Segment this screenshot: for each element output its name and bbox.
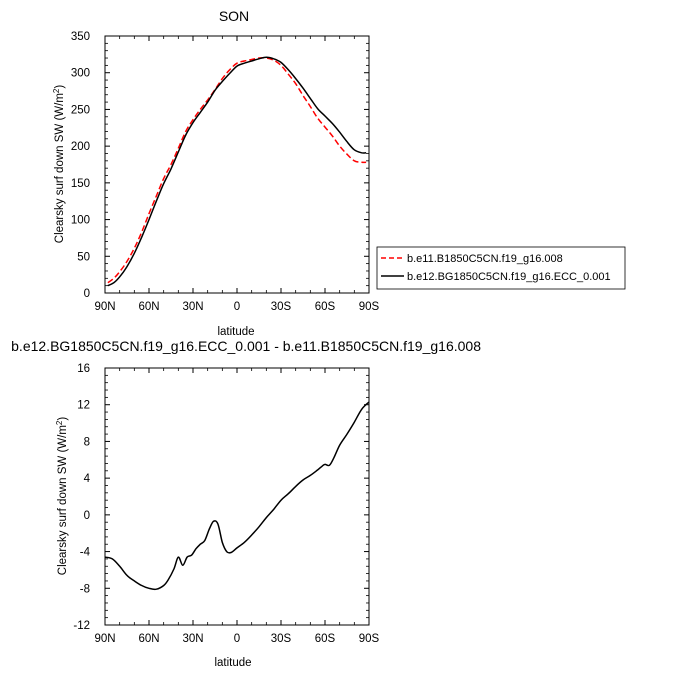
y-tick-label: -4 [80, 547, 91, 559]
bottom-chart-ylabel: Clearsky surf down SW (W/m2) [55, 417, 69, 576]
x-tick-label: 60S [315, 633, 336, 645]
x-tick-label: 30N [182, 633, 203, 645]
legend-label-series-2: b.e12.BG1850C5CN.f19_g16.ECC_0.001 [407, 271, 611, 283]
top-chart-xlabel: latitude [217, 326, 254, 338]
x-tick-label: 60N [138, 633, 159, 645]
y-tick-label: 50 [77, 251, 90, 263]
y-tick-label: 350 [71, 31, 90, 43]
y-tick-label: -8 [80, 583, 90, 595]
x-tick-label: 60S [315, 301, 336, 313]
series-line-1 [107, 57, 367, 284]
y-tick-label: 150 [71, 178, 90, 190]
x-tick-label: 30N [182, 301, 203, 313]
top-chart-ticks: 90N 60N 30N 0 30S 60S 90S 0 50 100 150 200 250 300 350 [71, 31, 380, 313]
bottom-chart-xlabel: latitude [214, 657, 251, 669]
y-tick-label: 12 [77, 400, 90, 412]
bottom-chart-frame [104, 367, 370, 626]
bottom-chart-title: b.e12.BG1850C5CN.f19_g16.ECC_0.001 - b.e… [11, 338, 481, 354]
x-tick-label: 30S [271, 633, 292, 645]
top-chart-frame [104, 35, 370, 294]
legend: b.e11.B1850C5CN.f19_g16.008 b.e12.BG1850… [376, 246, 626, 290]
x-tick-label: 90N [94, 633, 115, 645]
legend-label-series-1: b.e11.B1850C5CN.f19_g16.008 [407, 253, 563, 265]
x-tick-label: 90S [359, 301, 380, 313]
x-tick-label: 0 [234, 301, 240, 313]
y-tick-label: 100 [71, 215, 90, 227]
x-tick-label: 60N [138, 301, 159, 313]
series-line-2 [107, 56, 367, 287]
y-tick-label: 250 [71, 104, 90, 116]
y-tick-label: -12 [73, 620, 90, 632]
top-chart-series [107, 56, 367, 287]
series-line-1 [104, 401, 370, 591]
y-tick-label: 0 [84, 510, 90, 522]
x-tick-label: 90S [359, 633, 380, 645]
bottom-chart-series [104, 401, 370, 591]
x-tick-label: 0 [234, 633, 240, 645]
y-tick-label: 200 [71, 141, 90, 153]
legend-box [376, 246, 626, 290]
y-tick-label: 4 [84, 473, 91, 485]
top-chart-ylabel: Clearsky surf down SW (W/m2) [52, 85, 66, 244]
x-tick-label: 30S [271, 301, 292, 313]
x-tick-label: 90N [94, 301, 115, 313]
top-chart: SON 90N 60N 30N 0 30S 60S 90S 0 50 100 150 200 250 30… [52, 8, 380, 338]
y-tick-label: 300 [71, 68, 90, 80]
bottom-chart-ticks: 90N 60N 30N 0 30S 60S 90S -12 -8 -4 0 4 8 12 16 [73, 363, 379, 645]
y-tick-label: 0 [84, 288, 90, 300]
y-tick-label: 16 [77, 363, 90, 375]
bottom-chart: b.e12.BG1850C5CN.f19_g16.ECC_0.001 - b.e… [11, 338, 481, 669]
top-chart-title: SON [219, 8, 249, 24]
y-tick-label: 8 [84, 436, 90, 448]
